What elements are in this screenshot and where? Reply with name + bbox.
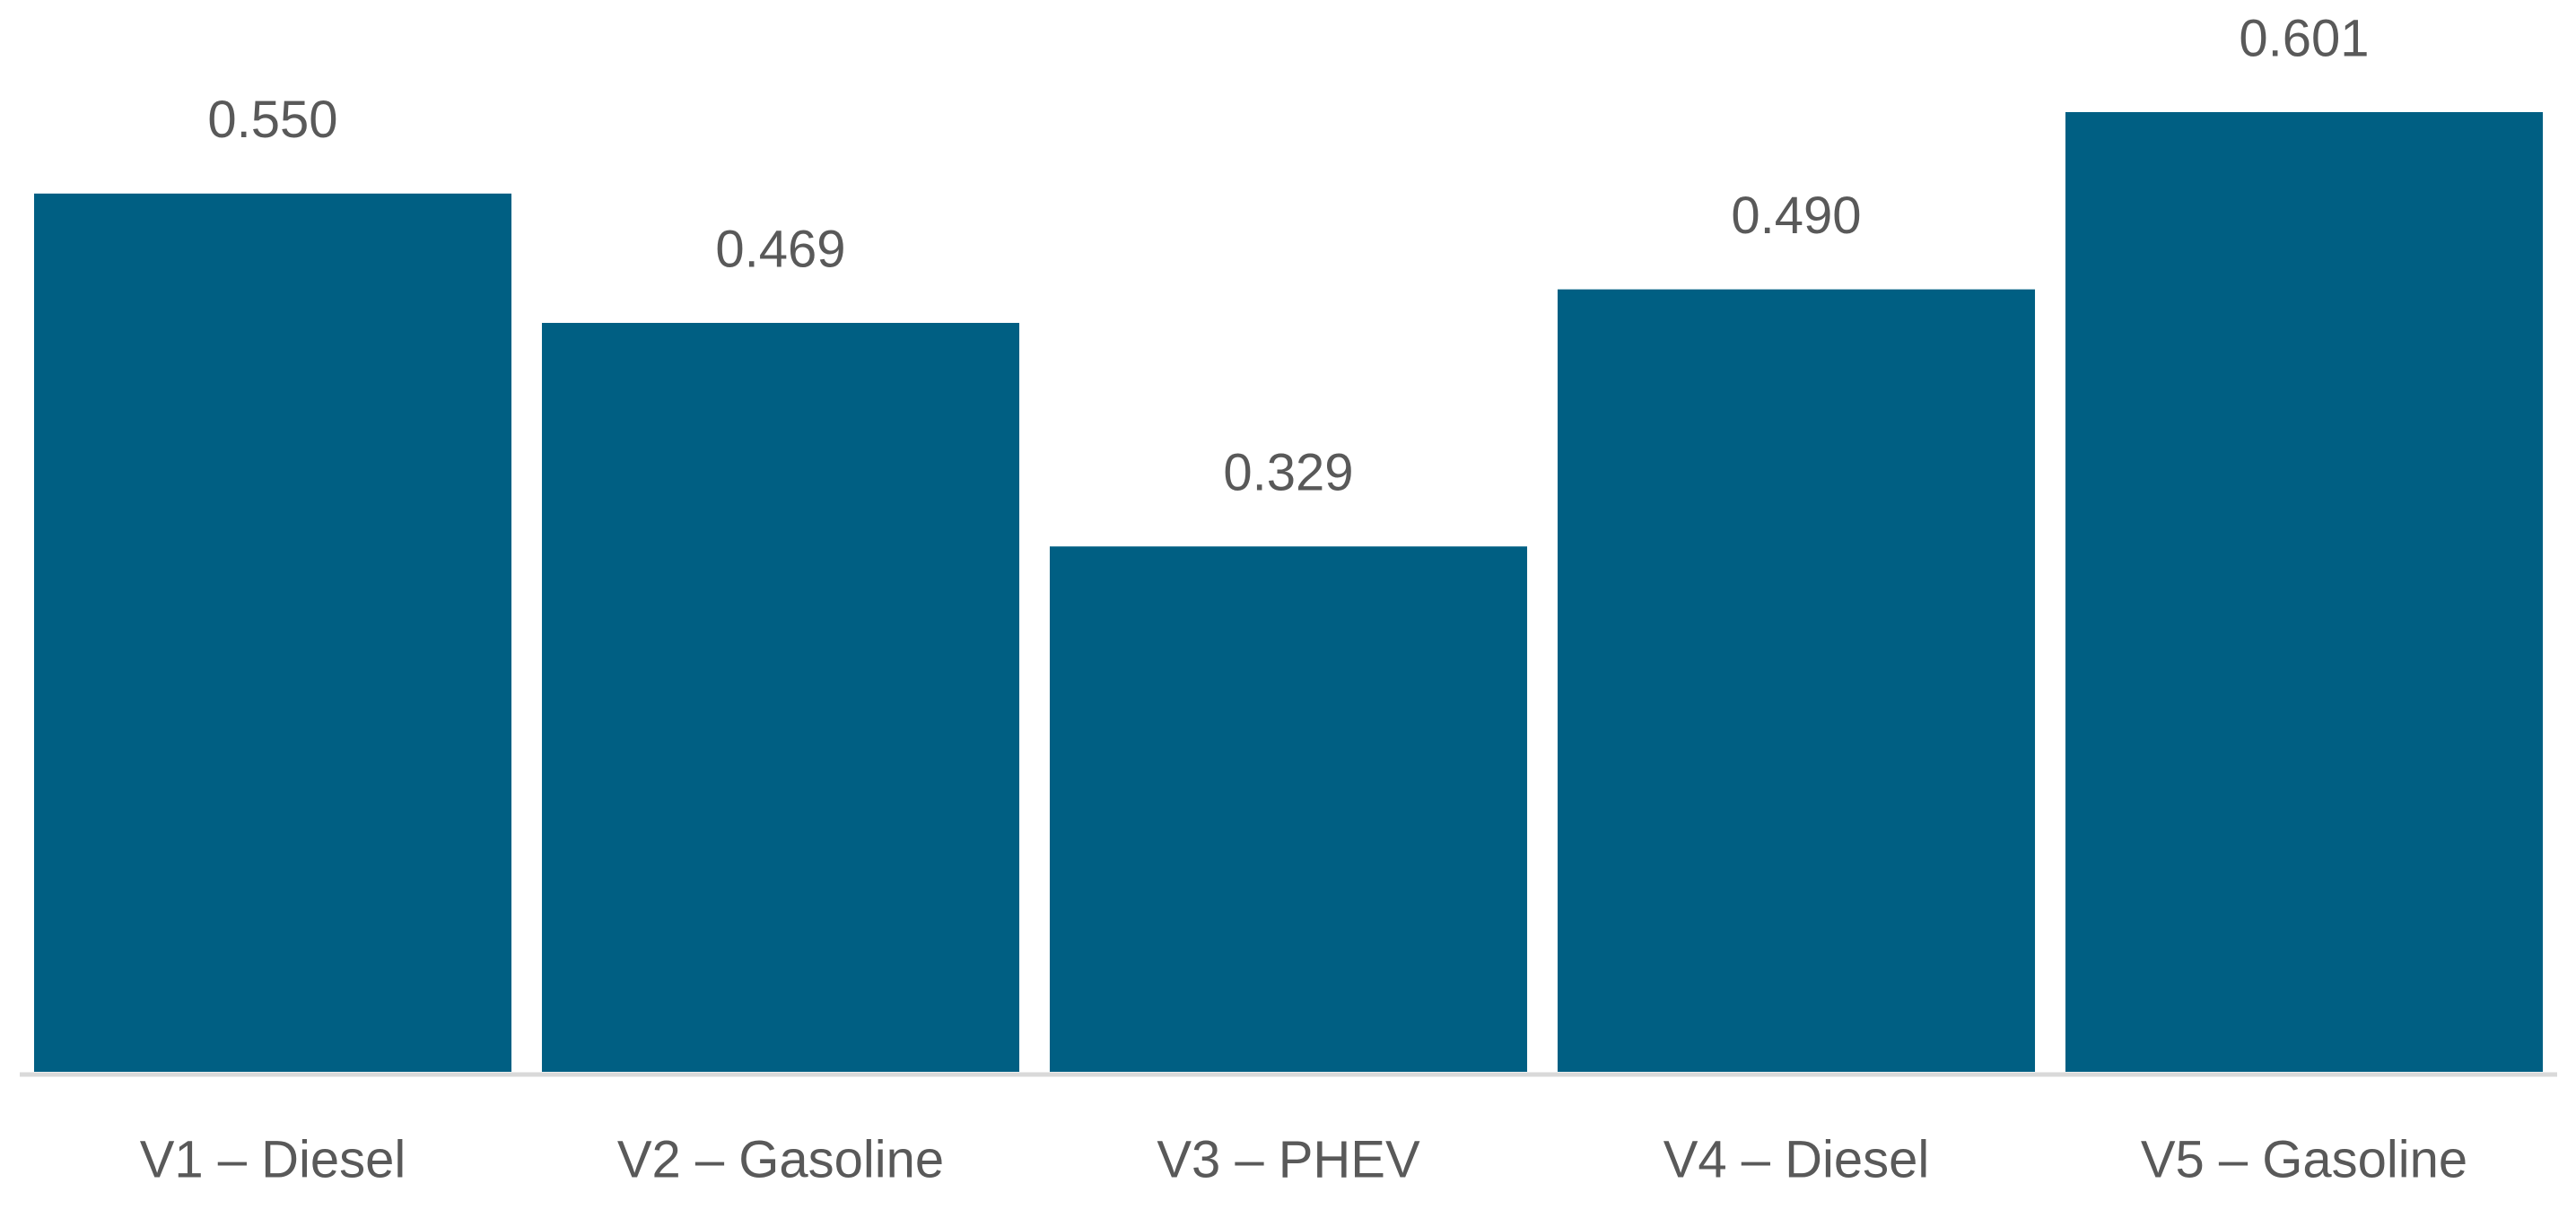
bar [33, 193, 512, 1072]
data-label: 0.550 [207, 91, 337, 149]
data-label: 0.490 [1731, 187, 1861, 245]
bar [1557, 289, 2036, 1073]
x-tick-label: V4 – Diesel [1663, 1130, 1930, 1188]
bar [1049, 546, 1528, 1072]
x-tick-label: V5 – Gasoline [2141, 1130, 2467, 1188]
data-label: 0.469 [715, 220, 845, 278]
data-label: 0.329 [1223, 444, 1353, 502]
x-tick-label: V2 – Gasoline [617, 1130, 944, 1188]
bar [2065, 112, 2544, 1072]
x-tick-label: V3 – PHEV [1157, 1130, 1420, 1188]
data-label: 0.601 [2239, 9, 2369, 67]
bar [541, 323, 1020, 1073]
x-tick-label: V1 – Diesel [140, 1130, 406, 1188]
